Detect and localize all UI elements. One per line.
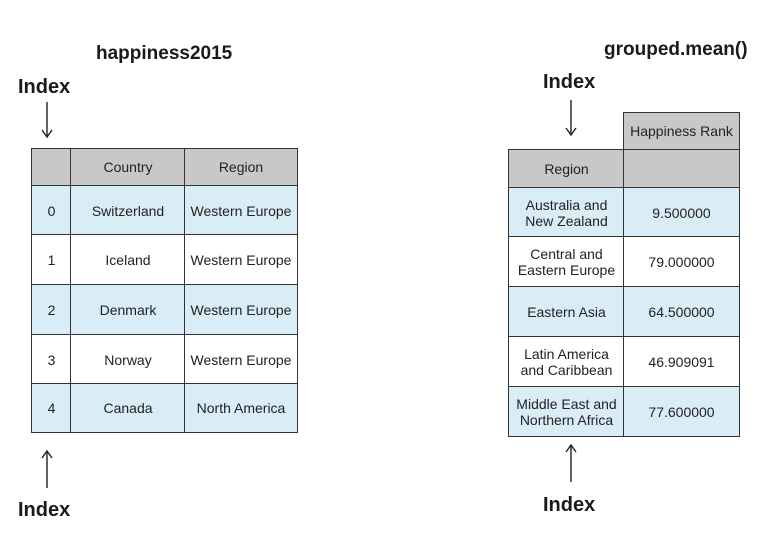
left-row-1-index: 1: [31, 234, 72, 286]
right-header-value-blank: [623, 149, 740, 188]
left-index-label-top: Index: [18, 76, 71, 98]
right-row-3-region: Latin America and Caribbean: [508, 336, 625, 388]
left-row-2-country: Denmark: [70, 284, 186, 336]
right-row-4-value: 77.600000: [623, 386, 740, 437]
left-index-arrow-down-icon: [41, 102, 53, 139]
right-row-4-region: Middle East and Northern Africa: [508, 386, 625, 437]
right-row-1-region: Central and Eastern Europe: [508, 236, 625, 288]
right-index-label-bottom: Index: [543, 494, 596, 516]
right-table-title: grouped.mean(): [604, 39, 748, 60]
right-row-2-value: 64.500000: [623, 286, 740, 338]
left-row-3-region: Western Europe: [184, 334, 298, 385]
left-row-2-region: Western Europe: [184, 284, 298, 336]
left-row-0-index: 0: [31, 185, 72, 236]
right-row-0-value: 9.500000: [623, 187, 740, 238]
left-row-3-country: Norway: [70, 334, 186, 385]
left-header-region: Region: [184, 148, 298, 186]
right-header-happiness-rank: Happiness Rank: [623, 112, 740, 150]
left-row-1-country: Iceland: [70, 234, 186, 286]
left-header-country: Country: [70, 148, 186, 186]
left-table-title: happiness2015: [96, 43, 233, 64]
left-row-1-region: Western Europe: [184, 234, 298, 286]
right-row-3-value: 46.909091: [623, 336, 740, 388]
left-header-index: [31, 148, 72, 186]
left-row-0-country: Switzerland: [70, 185, 186, 236]
left-index-label-bottom: Index: [18, 499, 71, 521]
right-index-label-top: Index: [543, 71, 596, 93]
left-row-4-index: 4: [31, 383, 72, 433]
left-row-4-region: North America: [184, 383, 298, 433]
right-row-2-region: Eastern Asia: [508, 286, 625, 338]
right-row-1-value: 79.000000: [623, 236, 740, 288]
right-index-arrow-up-icon: [565, 443, 577, 482]
left-row-2-index: 2: [31, 284, 72, 336]
right-index-arrow-down-icon: [565, 100, 577, 137]
left-row-0-region: Western Europe: [184, 185, 298, 236]
left-index-arrow-up-icon: [41, 449, 53, 488]
right-header-region: Region: [508, 149, 625, 188]
left-row-4-country: Canada: [70, 383, 186, 433]
left-row-3-index: 3: [31, 334, 72, 385]
right-row-0-region: Australia and New Zealand: [508, 187, 625, 238]
